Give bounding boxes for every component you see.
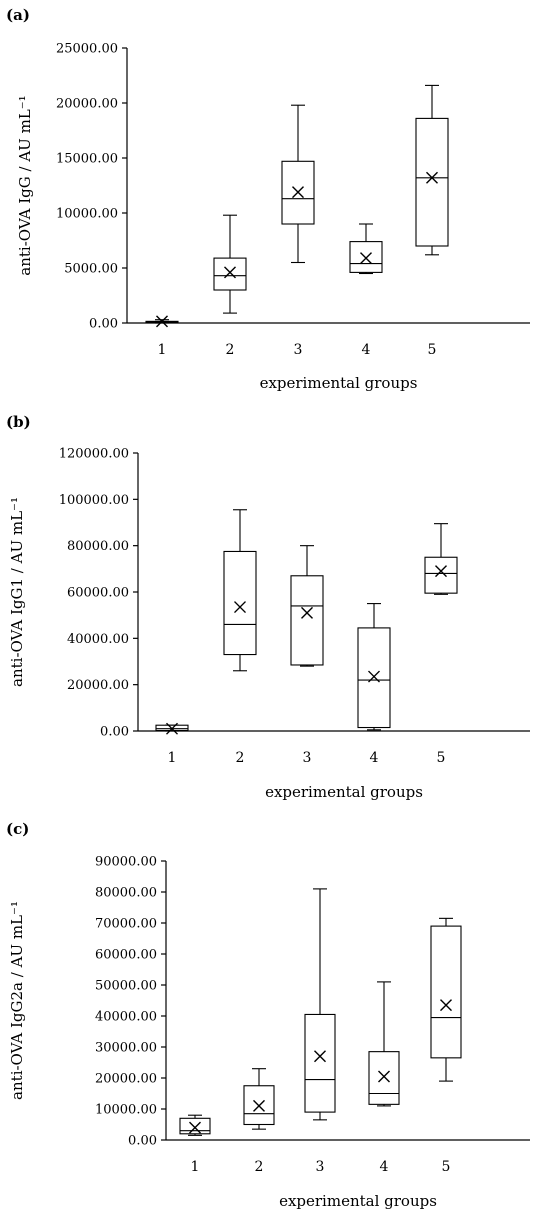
mean-marker — [301, 606, 313, 619]
y-tick-label: 40000.00 — [67, 632, 129, 647]
x-axis-title: experimental groups — [279, 1192, 437, 1210]
mean-marker — [435, 565, 447, 578]
x-category-label: 5 — [442, 1159, 451, 1175]
y-tick-label: 10000.00 — [56, 207, 118, 222]
x-category-label: 5 — [437, 750, 446, 766]
y-tick-label: 20000.00 — [95, 1072, 157, 1087]
chart-panel-c: (c) 0.00 10000.00 20000.00 30000.00 40000.00 5… — [0, 815, 550, 1223]
y-tick-label: 20000.00 — [56, 97, 118, 112]
y-tick-label: 70000.00 — [95, 917, 157, 932]
x-category-label: 2 — [255, 1159, 264, 1175]
y-tick-label: 80000.00 — [67, 539, 129, 554]
y-tick-label: 5000.00 — [64, 262, 118, 277]
x-axis-title: experimental groups — [265, 783, 423, 801]
y-tick-label: 50000.00 — [95, 979, 157, 994]
box-group-2 — [243, 1068, 275, 1130]
y-tick-label: 15000.00 — [56, 152, 118, 167]
panel-label-b: (b) — [6, 413, 31, 431]
iqr-box — [415, 117, 449, 247]
box-group-1 — [145, 315, 179, 328]
y-axis-title: anti-OVA IgG / AU mL⁻¹ — [16, 95, 34, 275]
iqr-box — [349, 241, 383, 273]
iqr-box — [357, 627, 391, 729]
y-tick-label: 0.00 — [128, 1134, 157, 1149]
y-tick-label: 0.00 — [89, 317, 118, 332]
mean-marker — [224, 266, 236, 279]
box-group-5 — [430, 917, 462, 1082]
y-tick-label: 20000.00 — [67, 678, 129, 693]
mean-marker — [189, 1121, 201, 1134]
box-plot-a: (a)0.005000.0010000.0015000.0020000.0025… — [6, 6, 530, 392]
y-tick-label: 90000.00 — [95, 855, 157, 870]
box-group-2 — [223, 509, 257, 672]
mean-marker — [156, 315, 168, 328]
mean-marker — [360, 252, 372, 265]
iqr-box — [213, 257, 247, 291]
chart-panel-a: (a) 0.00 5000.00 10000.00 15000.00 20000.00 25… — [0, 0, 550, 400]
y-tick-label: 80000.00 — [95, 886, 157, 901]
y-tick-label: 10000.00 — [95, 1103, 157, 1118]
mean-marker — [368, 670, 380, 683]
y-tick-label: 0.00 — [100, 725, 129, 740]
y-axis-title: anti-OVA IgG2a / AU mL⁻¹ — [8, 901, 26, 1100]
x-category-label: 3 — [303, 750, 312, 766]
y-tick-label: 25000.00 — [56, 42, 118, 57]
mean-marker — [234, 601, 246, 614]
box-group-1 — [155, 722, 189, 735]
iqr-box — [223, 550, 257, 656]
x-category-label: 1 — [191, 1159, 200, 1175]
y-axis-title: anti-OVA IgG1 / AU mL⁻¹ — [8, 497, 26, 687]
y-tick-label: 40000.00 — [95, 1010, 157, 1025]
mean-marker — [292, 186, 304, 199]
box-group-4 — [357, 603, 391, 731]
x-category-label: 4 — [380, 1159, 389, 1175]
y-tick-label: 60000.00 — [67, 586, 129, 601]
box-group-4 — [349, 223, 383, 275]
panel-label-a: (a) — [6, 6, 30, 24]
x-category-label: 4 — [362, 342, 371, 358]
mean-marker — [426, 171, 438, 184]
y-tick-label: 60000.00 — [95, 948, 157, 963]
mean-marker — [253, 1099, 265, 1112]
box-group-4 — [368, 981, 400, 1107]
x-category-label: 5 — [428, 342, 437, 358]
x-category-label: 4 — [370, 750, 379, 766]
iqr-box — [368, 1051, 400, 1105]
iqr-box — [179, 1117, 211, 1135]
iqr-box — [304, 1013, 336, 1113]
mean-marker — [378, 1070, 390, 1083]
x-category-label: 3 — [294, 342, 303, 358]
box-plot-b: (b) 0.00 20000.00 40000.00 60000.00 80000.00 1… — [6, 413, 530, 801]
panel-label-c: (c) — [6, 820, 29, 838]
x-category-label: 2 — [226, 342, 235, 358]
box-group-3 — [281, 104, 315, 264]
mean-marker — [314, 1050, 326, 1063]
box-group-5 — [424, 523, 458, 595]
y-tick-label: 120000.00 — [59, 447, 129, 462]
y-tick-label: 30000.00 — [95, 1041, 157, 1056]
mean-marker — [166, 722, 178, 735]
box-group-5 — [415, 84, 449, 256]
iqr-box — [424, 556, 458, 594]
x-category-label: 3 — [316, 1159, 325, 1175]
box-group-3 — [304, 888, 336, 1121]
x-category-label: 2 — [236, 750, 245, 766]
iqr-box — [290, 575, 324, 666]
chart-panel-b: (b) 0.00 20000.00 40000.00 60000.00 80000.00 1… — [0, 405, 550, 810]
x-category-label: 1 — [168, 750, 177, 766]
box-group-1 — [179, 1114, 211, 1136]
box-group-2 — [213, 214, 247, 314]
y-tick-label: 100000.00 — [59, 493, 129, 508]
box-plot-c: (c) 0.00 10000.00 20000.00 30000.00 40000.00 5… — [6, 820, 530, 1210]
x-category-label: 1 — [158, 342, 167, 358]
mean-marker — [440, 999, 452, 1012]
iqr-box — [430, 925, 462, 1059]
x-axis-title: experimental groups — [260, 374, 418, 392]
box-group-3 — [290, 545, 324, 667]
